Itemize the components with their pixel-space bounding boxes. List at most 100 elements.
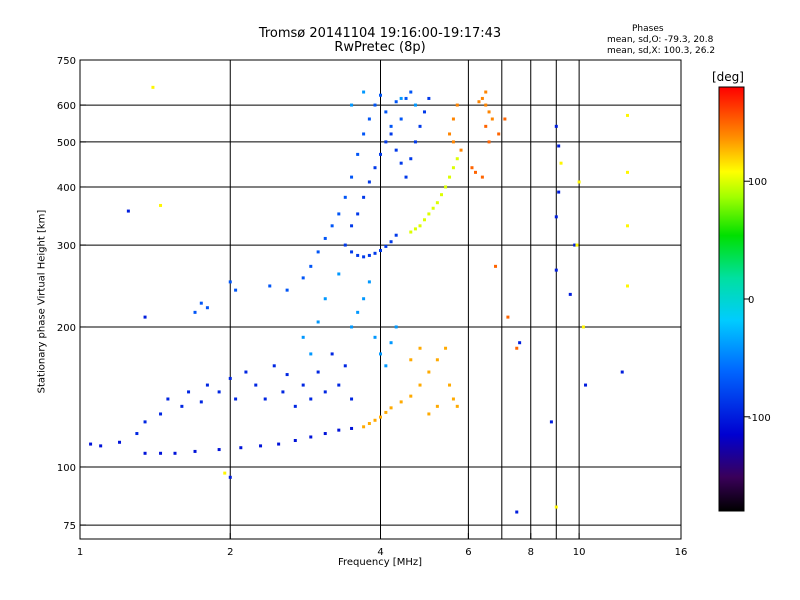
data-point bbox=[379, 352, 382, 356]
data-point bbox=[515, 510, 519, 514]
data-point bbox=[435, 358, 439, 362]
y-axis-ticks: 75 100 200 300 400 500 600 750 bbox=[57, 56, 86, 532]
data-point bbox=[309, 352, 313, 356]
data-point bbox=[362, 90, 366, 94]
data-point bbox=[440, 193, 444, 197]
data-point bbox=[151, 85, 155, 89]
data-point bbox=[199, 400, 203, 404]
data-point bbox=[193, 310, 197, 314]
data-point bbox=[356, 253, 360, 257]
chart-subtitle: RwPretec (8p) bbox=[334, 40, 426, 55]
data-point bbox=[484, 90, 488, 94]
data-point bbox=[350, 103, 354, 107]
data-point bbox=[323, 236, 327, 240]
data-point bbox=[399, 117, 403, 121]
data-point bbox=[301, 383, 305, 387]
data-point bbox=[620, 370, 624, 374]
data-point bbox=[451, 117, 455, 121]
data-point bbox=[554, 268, 558, 272]
data-point bbox=[444, 185, 448, 189]
data-point bbox=[309, 264, 313, 268]
data-point bbox=[367, 280, 371, 284]
data-point bbox=[577, 180, 581, 184]
data-point bbox=[448, 383, 452, 387]
data-point bbox=[330, 224, 334, 228]
data-point bbox=[409, 230, 413, 234]
data-point bbox=[379, 415, 382, 419]
data-point bbox=[568, 292, 572, 296]
data-point bbox=[373, 166, 377, 170]
data-point bbox=[343, 364, 347, 368]
data-point bbox=[625, 170, 629, 174]
data-point bbox=[379, 93, 382, 97]
data-point bbox=[459, 148, 463, 152]
data-point bbox=[301, 276, 305, 280]
data-point bbox=[451, 397, 455, 401]
data-point bbox=[435, 201, 439, 205]
data-point bbox=[234, 288, 238, 292]
data-point bbox=[293, 438, 297, 442]
data-point bbox=[373, 251, 377, 255]
x-axis-label: Frequency [MHz] bbox=[337, 557, 423, 568]
data-point bbox=[367, 180, 371, 184]
data-point bbox=[557, 190, 561, 194]
data-point bbox=[350, 426, 354, 430]
data-point bbox=[316, 370, 320, 374]
data-point bbox=[503, 117, 507, 121]
data-point bbox=[394, 233, 398, 237]
data-point bbox=[379, 152, 382, 156]
chart-title: Tromsø 20141104 19:16:00-19:17:43 bbox=[258, 26, 502, 41]
data-point bbox=[384, 140, 388, 144]
colorbar bbox=[718, 86, 745, 512]
data-point bbox=[281, 390, 285, 394]
data-point bbox=[193, 449, 197, 453]
data-point bbox=[143, 315, 147, 319]
data-point bbox=[497, 132, 501, 136]
data-point bbox=[173, 451, 177, 455]
x-axis-ticks: 1 2 4 6 8 10 16 bbox=[77, 533, 688, 558]
data-point bbox=[455, 103, 459, 107]
data-point bbox=[159, 451, 163, 455]
data-point bbox=[455, 157, 459, 161]
phase-stats-o: mean, sd,O: -79.3, 20.8 bbox=[607, 35, 714, 45]
data-point bbox=[427, 370, 431, 374]
data-point bbox=[413, 103, 417, 107]
x-tick-label: 4 bbox=[377, 547, 383, 558]
y-tick-label: 75 bbox=[63, 521, 76, 532]
data-point bbox=[285, 373, 289, 377]
data-point bbox=[554, 505, 558, 509]
data-point bbox=[490, 117, 494, 121]
data-point bbox=[379, 249, 382, 253]
data-point bbox=[337, 383, 341, 387]
colorbar-label: [deg] bbox=[712, 70, 744, 84]
data-point bbox=[180, 404, 184, 408]
data-point bbox=[418, 124, 422, 128]
grid bbox=[80, 60, 681, 539]
data-point bbox=[554, 215, 558, 219]
data-point bbox=[422, 110, 426, 114]
data-point bbox=[367, 253, 371, 257]
data-point bbox=[362, 425, 366, 429]
data-point bbox=[343, 195, 347, 199]
y-tick-label: 100 bbox=[57, 463, 76, 474]
data-point bbox=[394, 325, 398, 329]
data-point bbox=[413, 140, 417, 144]
data-point bbox=[205, 306, 209, 310]
data-point bbox=[487, 110, 491, 114]
x-tick-label: 16 bbox=[675, 547, 688, 558]
data-point bbox=[404, 96, 408, 100]
data-point bbox=[199, 301, 203, 305]
colorbar-tick-label: 0 bbox=[748, 295, 754, 306]
data-point bbox=[549, 420, 553, 424]
data-point bbox=[487, 140, 491, 144]
data-point bbox=[205, 383, 209, 387]
data-point bbox=[515, 346, 519, 350]
x-tick-label: 2 bbox=[227, 547, 233, 558]
data-point bbox=[494, 264, 498, 268]
data-point bbox=[362, 297, 366, 301]
data-point bbox=[330, 352, 334, 356]
data-point bbox=[323, 390, 327, 394]
data-point bbox=[473, 170, 477, 174]
data-point bbox=[506, 315, 510, 319]
data-point bbox=[384, 410, 388, 414]
